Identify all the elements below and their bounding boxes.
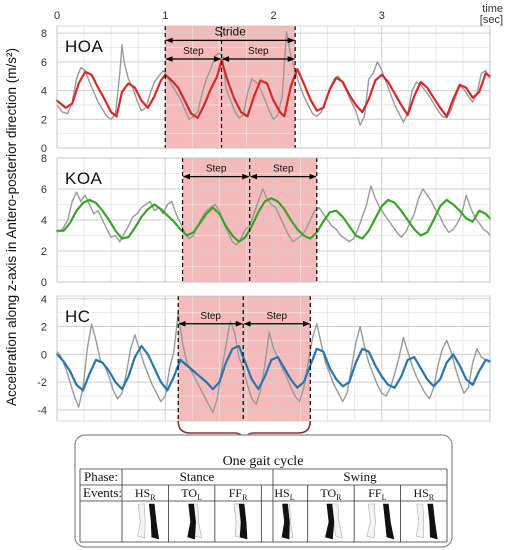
y-tick-label: 6 [41, 57, 47, 69]
event-cells: HSR TOL FFR HSL TOR FFL HSR [135, 485, 438, 542]
phase-stance: Stance [180, 469, 215, 484]
leg-solid [238, 503, 248, 540]
gait-table-frame [74, 434, 453, 548]
x-axis-label-line1: time [482, 3, 503, 15]
y-tick-label: 8 [41, 28, 47, 40]
y-tick-label: 4 [41, 294, 47, 306]
smooth-series-line [55, 59, 492, 120]
leg-outline [366, 503, 376, 539]
panel-hc: -4 -2 0 2 4 Step Step HC [37, 294, 492, 422]
y-tick-label: 2 [41, 322, 47, 334]
y-tick-label: 4 [41, 215, 47, 227]
raw-series-line [56, 185, 491, 246]
x-axis-top: 0 1 2 3 [54, 10, 385, 22]
leg-solid [383, 503, 395, 540]
event-sub: L [197, 493, 202, 502]
leg-solid [325, 503, 335, 540]
leg-solid [187, 503, 196, 540]
panel-frame [56, 295, 491, 422]
y-tick-label: -4 [37, 405, 47, 417]
y-tick-label: 2 [41, 114, 47, 126]
leg-solid [148, 503, 160, 540]
x-tick-label: 2 [270, 10, 276, 22]
phase-swing: Swing [343, 469, 377, 484]
smooth-series-line [55, 197, 492, 243]
leg-figure [415, 503, 438, 540]
y-tick-label: -2 [37, 377, 47, 389]
event-main: FF [368, 486, 382, 500]
interval-label: Step [266, 311, 287, 322]
gait-table-title: One gait cycle [223, 454, 304, 469]
event-label: HSR [413, 486, 434, 502]
event-sub: R [150, 493, 156, 502]
event-sub: R [336, 493, 342, 502]
leg-figure [325, 503, 343, 540]
interval-label: Step [273, 164, 294, 175]
gait-cycle-table: One gait cycle Phase: Events: Stance Swi… [74, 434, 453, 548]
interval-label: Step [206, 164, 227, 175]
event-label: FFR [229, 486, 248, 502]
event-main: TO [181, 486, 197, 500]
interval-label: Step [200, 311, 221, 322]
event-main: FF [229, 486, 243, 500]
y-tick-label: 8 [41, 153, 47, 165]
leg-figure [137, 503, 160, 540]
y-tick-label: 0 [41, 143, 47, 155]
event-sub: L [382, 493, 387, 502]
event-label: HSR [135, 486, 156, 502]
y-tick-label: 0 [41, 277, 47, 289]
panel-label: HC [65, 307, 91, 326]
panel-label: HOA [65, 37, 104, 56]
y-tick-label: 6 [41, 184, 47, 196]
event-label: FFL [368, 486, 386, 502]
leg-outline [415, 503, 425, 539]
smooth-series-line [55, 344, 492, 392]
interval-label: Step [183, 46, 204, 57]
panel-frame [56, 157, 491, 283]
leg-solid [281, 503, 290, 540]
raw-series-line [56, 31, 491, 126]
panel-label: KOA [65, 169, 103, 188]
event-main: HS [135, 486, 150, 500]
y-tick-label: 0 [41, 349, 47, 361]
event-main: HS [274, 486, 289, 500]
y-axis-label: Acceleration along z-axis in Antero-post… [4, 48, 19, 406]
event-label: TOL [181, 486, 202, 502]
x-tick-label: 1 [162, 10, 168, 22]
panel-frame [56, 25, 491, 149]
interval-label: Step [248, 46, 269, 57]
event-label: TOR [320, 486, 342, 502]
leg-figure [281, 503, 294, 540]
panel-koa: 0 2 4 6 8 Step Step KOA [41, 153, 492, 289]
leg-figure [366, 503, 395, 540]
y-tick-label: 4 [41, 86, 47, 98]
phase-row-label: Phase: [84, 469, 118, 484]
event-sub: R [429, 493, 435, 502]
interval-label: Stride [215, 24, 247, 38]
raw-series-line [56, 312, 491, 414]
leg-outline [137, 503, 146, 539]
event-label: HSL [274, 486, 294, 502]
event-main: HS [413, 486, 428, 500]
x-axis-label-line2: [sec] [480, 14, 503, 26]
events-row-label: Events: [83, 485, 122, 500]
leg-figure [187, 503, 203, 540]
event-sub: R [242, 493, 248, 502]
leg-figure [233, 503, 248, 540]
event-sub: L [290, 493, 295, 502]
event-main: TO [320, 486, 336, 500]
y-tick-label: 2 [41, 246, 47, 258]
x-tick-label: 0 [54, 10, 60, 22]
x-tick-label: 3 [379, 10, 385, 22]
leg-solid [427, 503, 438, 540]
